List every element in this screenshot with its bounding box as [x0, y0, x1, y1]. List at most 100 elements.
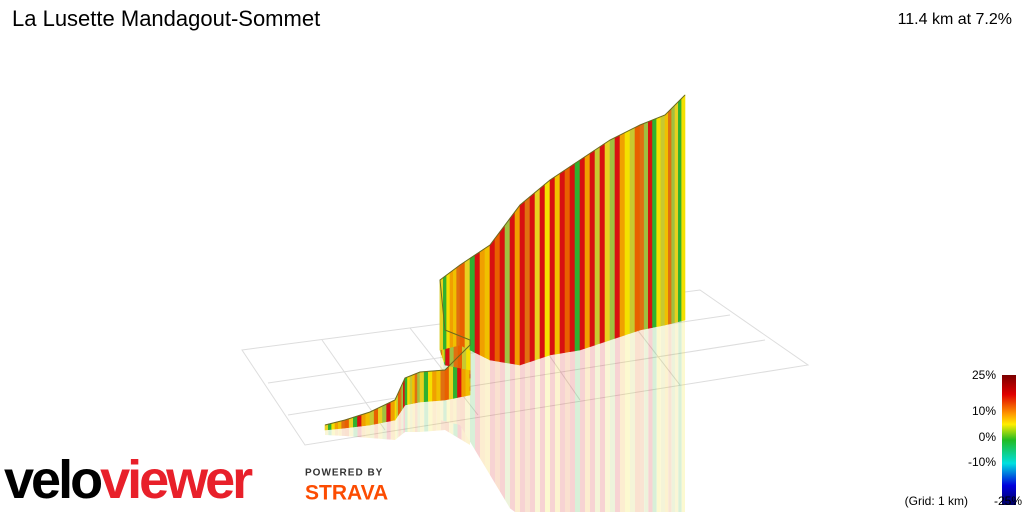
reflection-strip: [386, 420, 391, 440]
wall-strip: [509, 210, 516, 365]
reflection-strip: [349, 427, 354, 437]
scale-label: -25%: [994, 494, 1022, 508]
wall-strip: [544, 179, 551, 358]
wall-strip: [524, 196, 531, 364]
wall-strip: [589, 149, 596, 348]
reflection-strip: [665, 324, 669, 512]
wall-strip: [469, 254, 476, 353]
reflection-strip: [648, 327, 653, 512]
wall-strip: [539, 183, 546, 359]
reflection-strip: [510, 363, 515, 512]
wall-strip: [529, 191, 536, 363]
reflection-strip: [417, 402, 420, 432]
reflection-strip: [590, 345, 595, 512]
wall-strip: [489, 237, 496, 362]
reflection-strip: [357, 426, 362, 438]
reflection-strip: [412, 403, 415, 432]
reflection-strip: [495, 360, 500, 492]
wall-strip: [564, 166, 571, 353]
wall-strip: [668, 107, 672, 325]
reflection-strip: [410, 403, 413, 432]
reflection-strip: [407, 404, 410, 432]
reflection-strip: [630, 331, 635, 512]
reflection-strip: [575, 350, 580, 512]
wall-strip: [419, 371, 425, 403]
wall-strip: [609, 137, 616, 341]
wall-strip: [624, 129, 631, 336]
reflection-strip: [325, 429, 329, 436]
wall-strip: [341, 419, 346, 429]
wall-strip: [614, 134, 621, 339]
wall-strip: [449, 269, 454, 348]
wall-strip: [652, 117, 657, 328]
reflection-strip: [470, 350, 475, 450]
reflection-strip: [610, 338, 615, 512]
reflection-strip: [436, 400, 441, 431]
logo: veloviewer: [4, 450, 253, 510]
reflection-strip: [453, 397, 458, 438]
reflection-strip: [345, 427, 350, 437]
reflection-strip: [681, 320, 685, 512]
reflection-strip: [540, 356, 545, 512]
reflection-strip: [671, 322, 675, 512]
reflection-strip: [490, 360, 495, 484]
reflection-strip: [480, 355, 485, 467]
wall-strip: [648, 119, 653, 329]
wall-strip: [417, 371, 421, 403]
reflection-strip: [635, 330, 640, 512]
reflection-strip: [405, 404, 408, 432]
wall-strip: [444, 365, 450, 401]
reflection-strip: [403, 405, 405, 434]
reflection-strip: [505, 362, 510, 509]
reflection-strip: [678, 320, 682, 512]
wall-strip: [440, 369, 446, 401]
wall-strip: [446, 271, 451, 349]
reflection-strip: [545, 355, 550, 512]
wall-strip: [559, 169, 566, 354]
wall-strip: [549, 176, 556, 356]
reflection-strip: [465, 395, 470, 445]
reflection-strip: [620, 335, 625, 512]
wall-strip: [634, 124, 641, 333]
wall-strip: [604, 139, 611, 343]
reflection-strip: [600, 341, 605, 512]
wall-strip: [459, 261, 466, 348]
wall-strip: [594, 146, 601, 346]
scale-label: 10%: [972, 404, 996, 418]
reflection-strip: [338, 428, 342, 436]
reflection-strip: [668, 323, 672, 512]
reflection-strip: [424, 401, 429, 432]
reflection-strip: [428, 401, 433, 432]
wall-strip: [412, 373, 416, 404]
wall-strip: [599, 142, 606, 344]
reflection-strip: [335, 428, 339, 436]
wall-strip: [436, 370, 442, 401]
reflection-strip: [449, 398, 454, 435]
reflection-strip: [615, 336, 620, 512]
reflection-strip: [395, 417, 397, 440]
reflection-strip: [390, 420, 395, 440]
reflection-strip: [595, 343, 600, 512]
wall-strip: [474, 251, 481, 356]
reflection-strip: [353, 426, 358, 437]
title: La Lusette Mandagout-Sommet: [12, 6, 320, 31]
wall-strip: [407, 375, 411, 405]
reflection-strip: [370, 424, 375, 439]
wall-strip: [456, 264, 461, 347]
reflection: [325, 320, 685, 512]
wall-strip: [519, 200, 526, 366]
wall-strip: [365, 411, 371, 426]
wall-strip: [574, 159, 581, 352]
wall-strip: [494, 230, 501, 363]
wall-strip: [579, 156, 586, 351]
reflection-strip: [550, 354, 555, 512]
wall-strip: [484, 244, 491, 361]
reflection-strip: [660, 325, 665, 512]
wall-strip: [656, 116, 662, 328]
wall-strip: [671, 104, 676, 324]
wall-strip: [674, 100, 679, 323]
wall-strip: [504, 217, 511, 364]
reflection-strip: [565, 351, 570, 512]
scale-label: 0%: [979, 430, 997, 444]
wall-top-edge: [324, 94, 686, 426]
